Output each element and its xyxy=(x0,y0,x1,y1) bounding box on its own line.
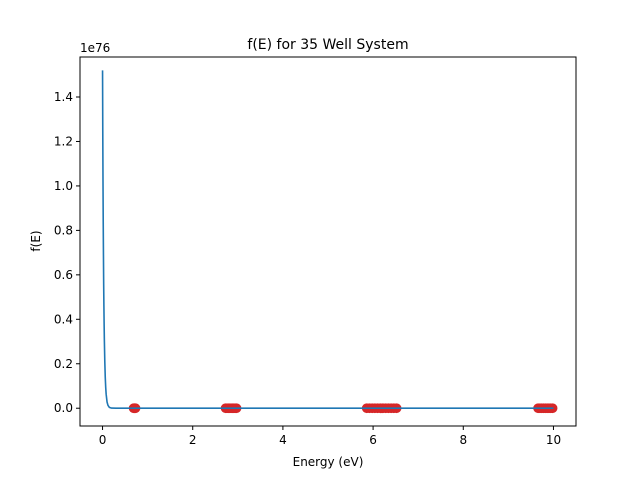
y-axis-label: f(E) xyxy=(29,230,43,251)
y-tick-label: 0.2 xyxy=(54,357,73,371)
y-tick-label: 0.0 xyxy=(54,401,73,415)
x-tick-label: 6 xyxy=(369,433,377,447)
y-tick-label: 0.4 xyxy=(54,312,73,326)
plot-area xyxy=(101,70,558,414)
y-tick-label: 0.6 xyxy=(54,268,73,282)
y-tick-label: 1.0 xyxy=(54,179,73,193)
axes-frame xyxy=(79,56,577,427)
x-tick-label: 0 xyxy=(99,433,107,447)
y-tick-label: 1.2 xyxy=(54,134,73,148)
y-tick-label: 0.8 xyxy=(54,223,73,237)
x-tick-label: 10 xyxy=(546,433,561,447)
series-line xyxy=(101,70,554,410)
chart-title: f(E) for 35 Well System xyxy=(247,37,408,53)
y-tick-label: 1.4 xyxy=(54,90,73,104)
x-axis-label: Energy (eV) xyxy=(293,455,364,469)
y-offset-label: 1e76 xyxy=(80,41,110,55)
x-axis: 0 2 4 6 8 10 xyxy=(99,426,561,447)
x-tick-label: 8 xyxy=(459,433,467,447)
x-tick-label: 4 xyxy=(279,433,287,447)
y-axis: 0.0 0.2 0.4 0.6 0.8 1.0 1.2 1.4 xyxy=(54,90,80,415)
x-tick-label: 2 xyxy=(189,433,197,447)
